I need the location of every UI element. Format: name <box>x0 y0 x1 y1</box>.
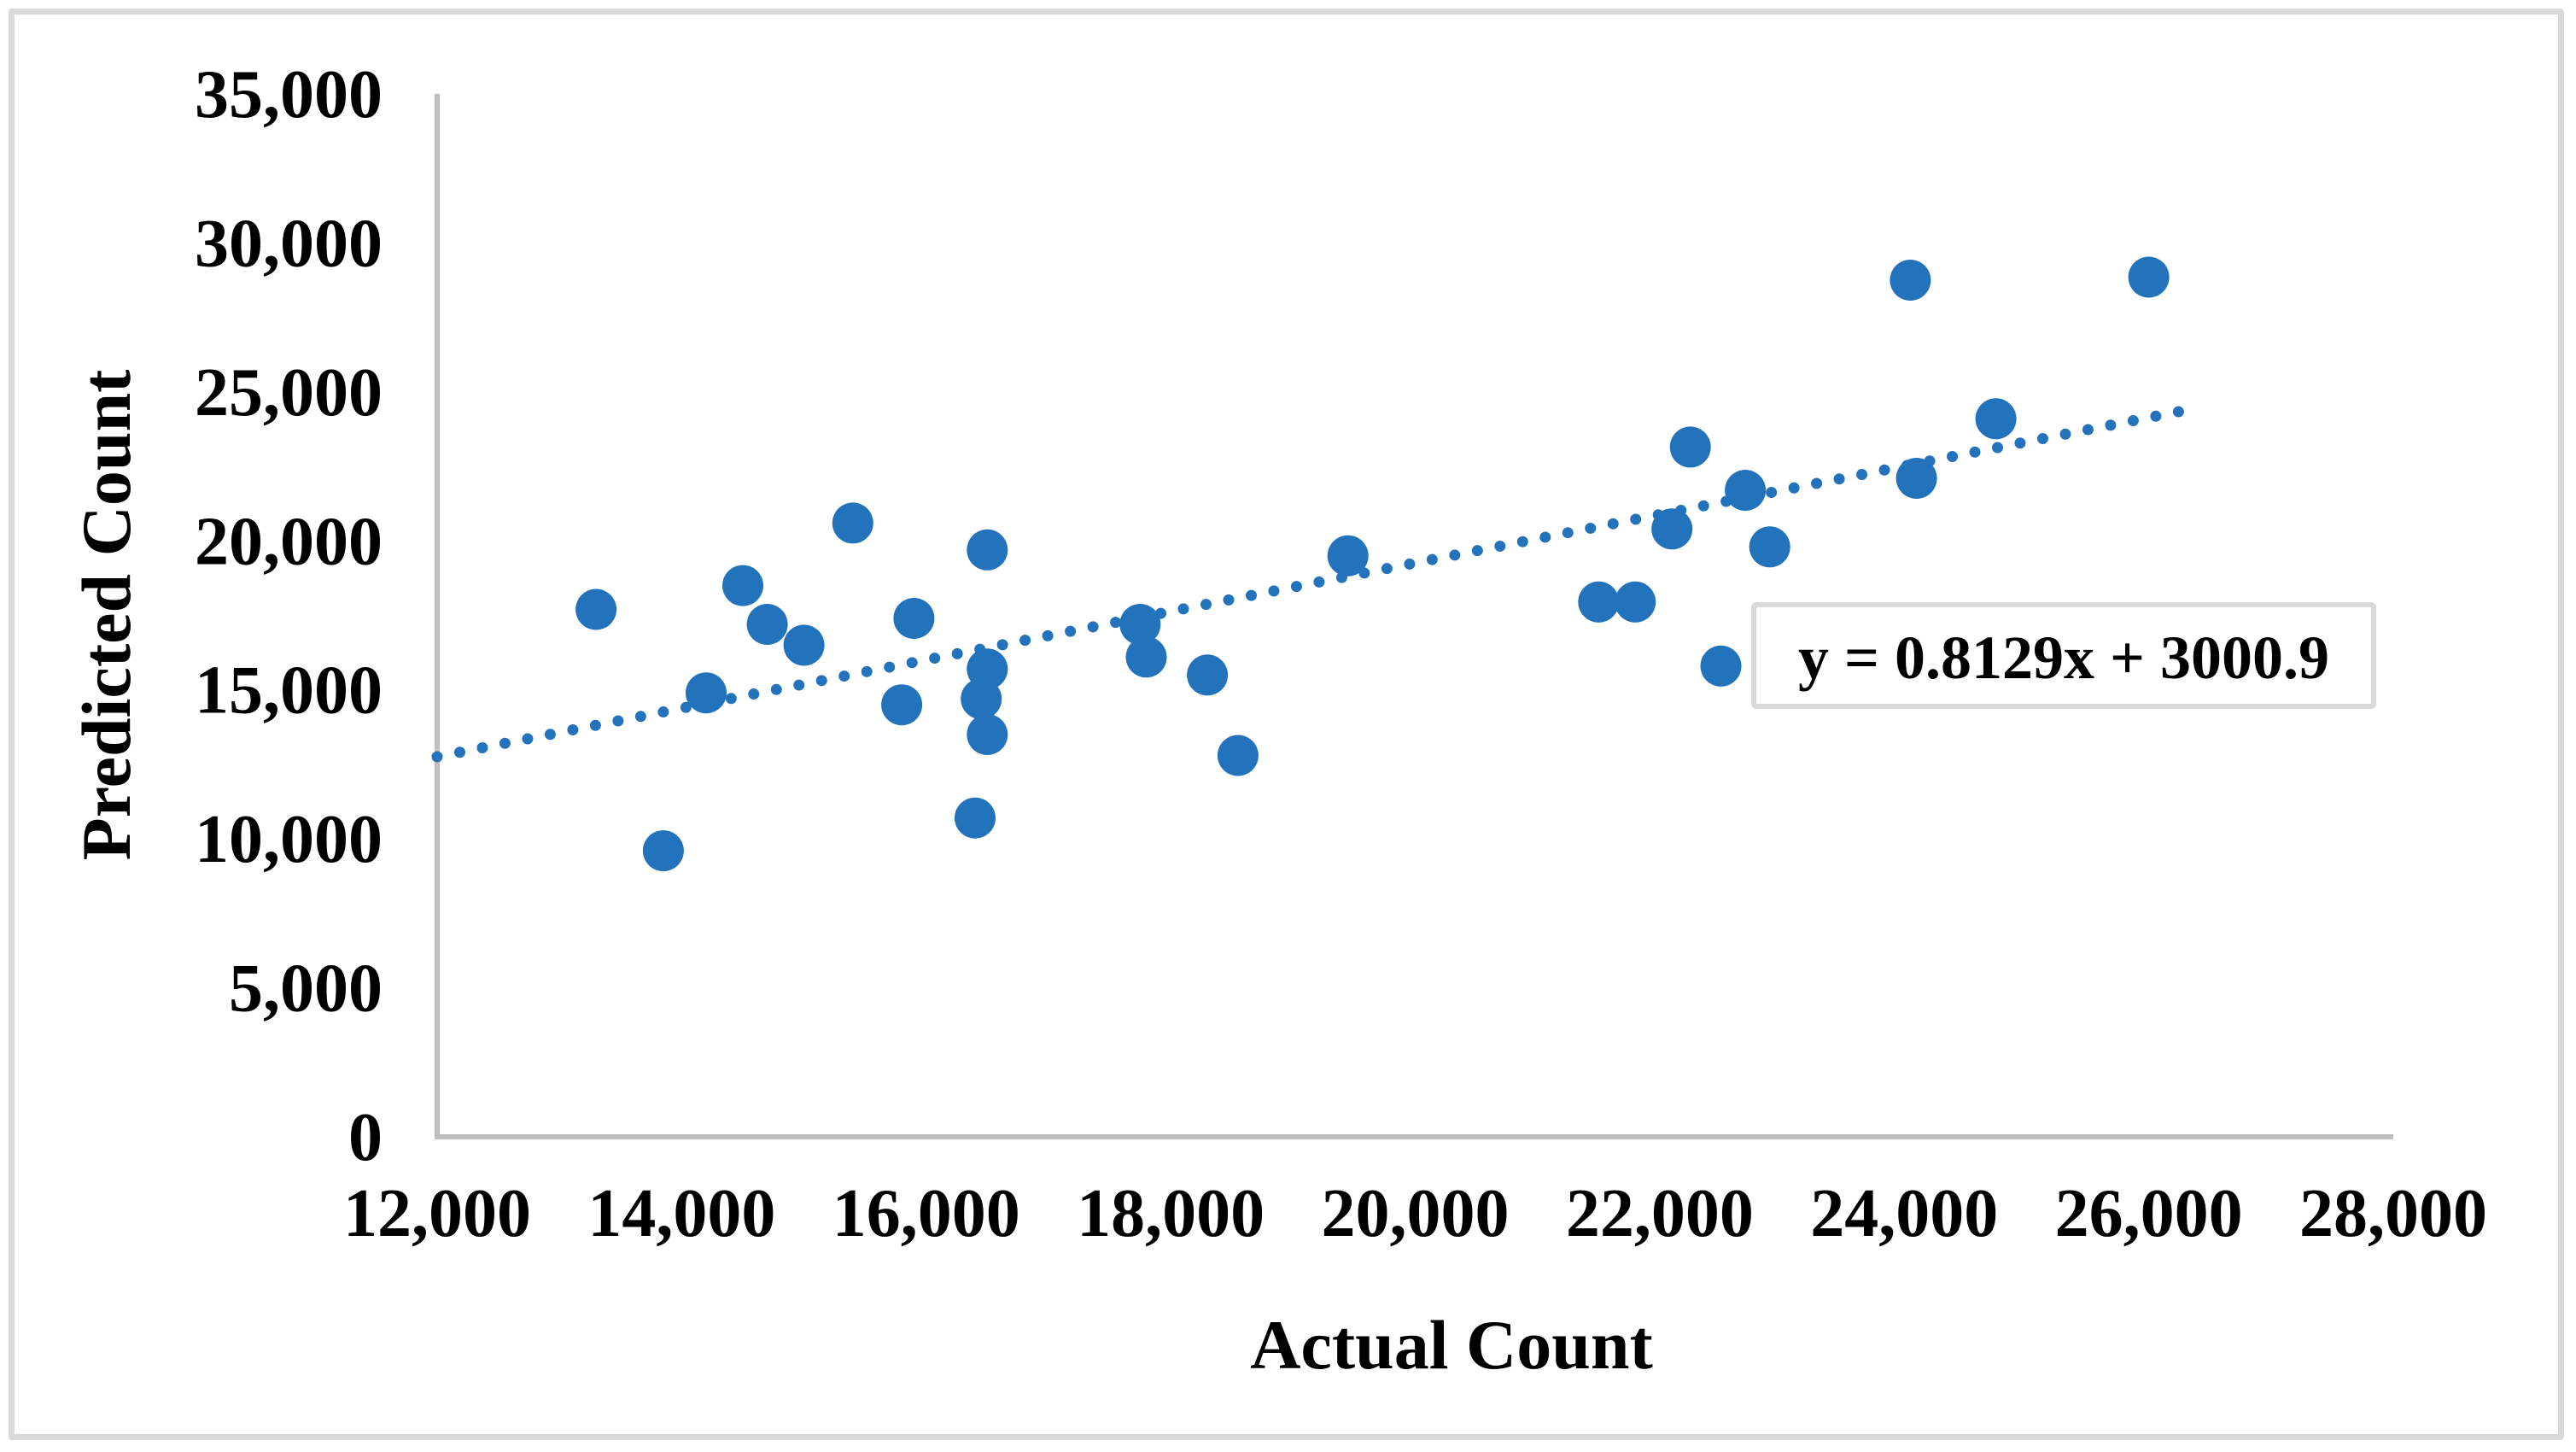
data-point <box>686 672 727 714</box>
y-tick-label: 25,000 <box>195 355 383 430</box>
data-point <box>967 714 1008 755</box>
data-point <box>1725 470 1767 511</box>
y-tick-label: 30,000 <box>195 206 383 281</box>
x-tick-label: 20,000 <box>1322 1176 1510 1251</box>
data-point <box>955 797 996 839</box>
data-point <box>881 684 923 726</box>
data-point <box>1669 426 1711 468</box>
data-points <box>575 256 2170 872</box>
y-tick-label: 20,000 <box>195 504 383 579</box>
equation-annotation: y = 0.8129x + 3000.9 <box>1751 602 2376 709</box>
data-point <box>1700 645 1742 687</box>
data-point <box>832 502 873 544</box>
data-point <box>1327 535 1369 577</box>
y-tick-label: 5,000 <box>229 951 383 1027</box>
y-tick-label: 15,000 <box>195 653 383 729</box>
data-point <box>1125 636 1167 678</box>
data-point <box>1615 581 1656 623</box>
data-point <box>1578 581 1620 623</box>
x-tick-label: 14,000 <box>587 1176 775 1251</box>
data-point <box>967 648 1008 690</box>
data-point <box>1975 398 2017 440</box>
data-point <box>2128 256 2170 298</box>
y-tick-labels: 0 5,000 10,000 15,000 20,000 25,000 30,000 35,0… <box>195 57 383 1175</box>
y-tick-label: 35,000 <box>195 57 383 132</box>
data-point <box>783 624 825 666</box>
x-tick-label: 24,000 <box>1810 1176 1998 1251</box>
figure-border <box>9 9 2564 1440</box>
data-point <box>1217 735 1259 776</box>
data-point <box>1187 654 1229 696</box>
equation-box <box>1751 602 2376 709</box>
data-point <box>642 830 684 872</box>
equation-text: y = 0.8129x + 3000.9 <box>1798 624 2329 692</box>
y-tick-label: 10,000 <box>195 802 383 877</box>
data-point <box>1651 508 1693 550</box>
data-point <box>722 565 763 606</box>
x-tick-label: 26,000 <box>2055 1176 2243 1251</box>
data-point <box>575 588 617 630</box>
data-point <box>1890 260 1931 301</box>
y-axis-title: Predicted Count <box>67 370 145 861</box>
data-point <box>967 529 1008 571</box>
data-point <box>746 604 788 645</box>
x-tick-label: 12,000 <box>343 1176 531 1251</box>
data-point <box>1119 604 1161 645</box>
x-tick-label: 22,000 <box>1566 1176 1754 1251</box>
data-point <box>1749 526 1790 568</box>
x-axis-title: Actual Count <box>1250 1306 1653 1384</box>
x-tick-label: 28,000 <box>2299 1176 2487 1251</box>
data-point <box>893 598 935 639</box>
y-tick-label: 0 <box>348 1100 383 1175</box>
x-tick-label: 16,000 <box>832 1176 1020 1251</box>
x-tick-label: 18,000 <box>1077 1176 1265 1251</box>
x-tick-labels: 12,000 14,000 16,000 18,000 20,000 22,000 24,0… <box>343 1176 2487 1251</box>
data-point <box>1895 458 1937 499</box>
